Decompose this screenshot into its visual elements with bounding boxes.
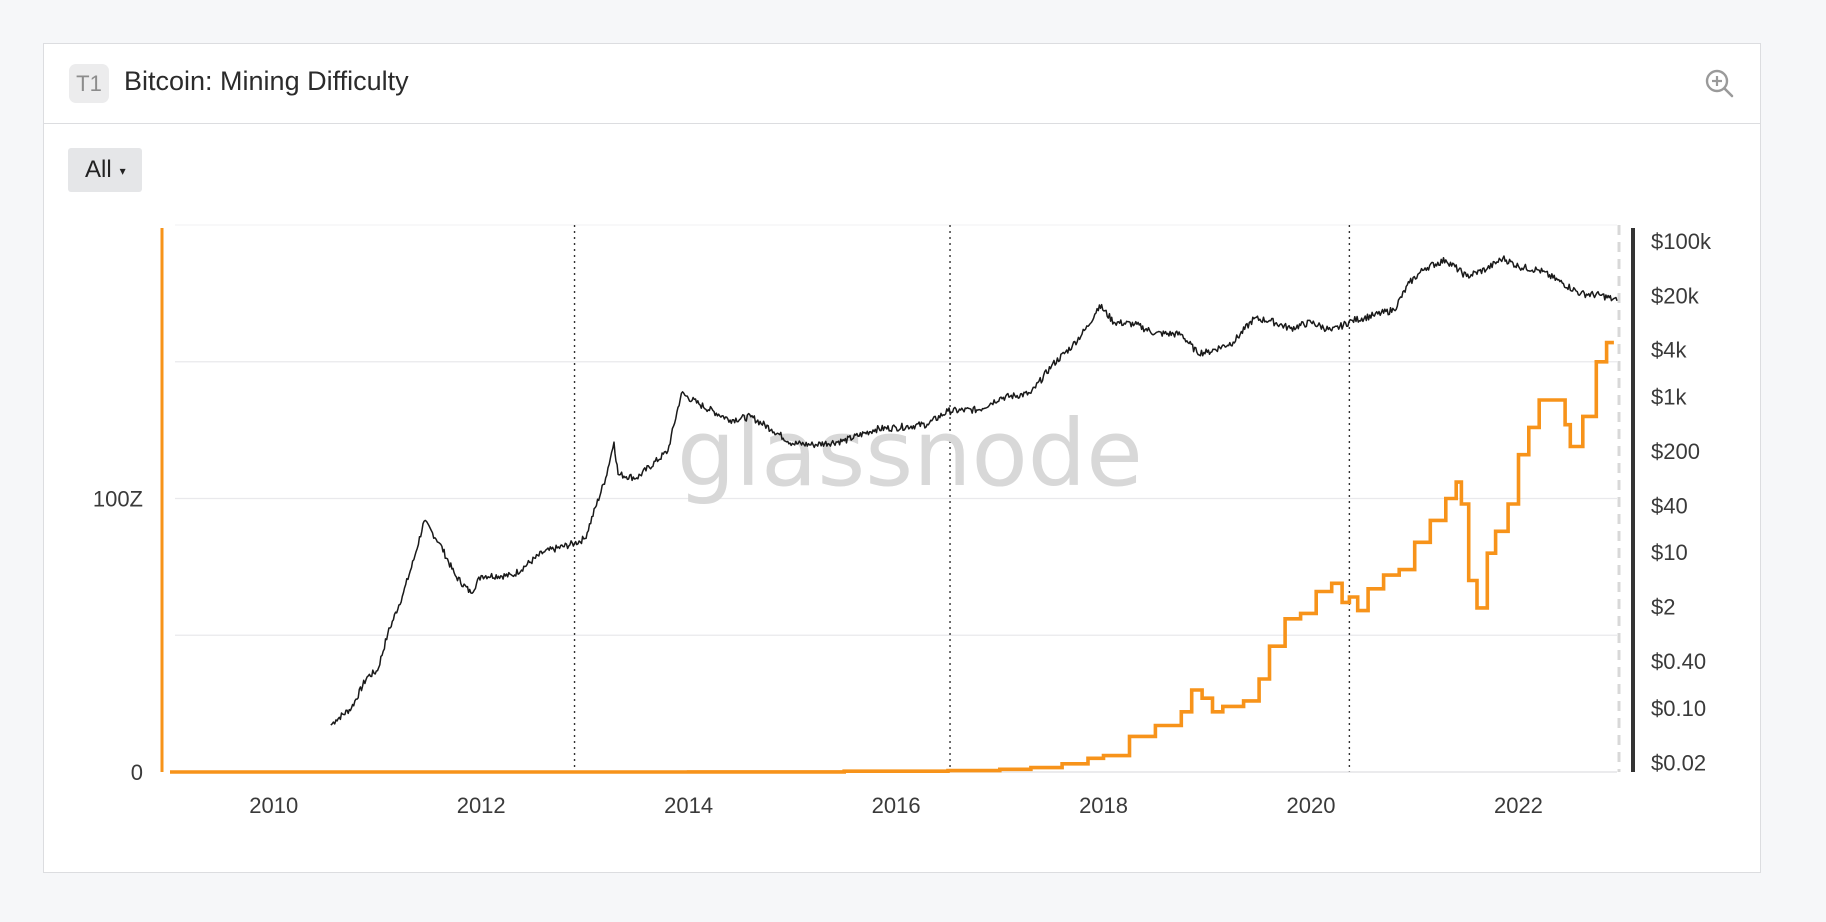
x-tick-label: 2014 [664,793,713,818]
right-axis-tick-label: $2 [1651,595,1675,620]
right-axis-tick-label: $1k [1651,385,1687,410]
price-series-line [330,255,1618,726]
range-label: All [85,156,112,183]
chart-card: T1 Bitcoin: Mining Difficulty All ▾ [43,43,1761,873]
series [170,255,1618,774]
card-header: T1 Bitcoin: Mining Difficulty [44,44,1760,124]
right-axis-tick-label: $40 [1651,493,1688,518]
right-axis-tick-label: $0.02 [1651,750,1706,775]
left-axis-tick-label: 100Z [93,487,143,512]
right-axis-tick-label: $0.40 [1651,649,1706,674]
tier-badge: T1 [69,64,109,103]
x-tick-label: 2010 [249,793,298,818]
x-tick-label: 2016 [872,793,921,818]
zoom-in-icon[interactable] [1702,66,1738,102]
difficulty-series-line [170,340,1614,774]
x-tick-label: 2022 [1494,793,1543,818]
halving-lines [573,225,1621,772]
range-select-button[interactable]: All ▾ [68,148,142,192]
x-tick-label: 2020 [1287,793,1336,818]
right-axis-tick-label: $0.10 [1651,696,1706,721]
chart-title: Bitcoin: Mining Difficulty [124,66,409,96]
right-axis-tick-label: $200 [1651,439,1700,464]
right-axis-tick-label: $10 [1651,540,1688,565]
right-axis-tick-label: $4k [1651,338,1687,363]
right-axis-tick-label: $100k [1651,229,1712,254]
x-tick-label: 2012 [457,793,506,818]
x-tick-label: 2018 [1079,793,1128,818]
left-axis-tick-label: 0 [131,760,143,785]
right-axis-tick-label: $20k [1651,283,1700,308]
tick-labels: 2010 2012 2014 2016 2018 2020 2022 0 100Z $100k $2… [93,229,1712,818]
chevron-down-icon: ▾ [119,164,126,178]
